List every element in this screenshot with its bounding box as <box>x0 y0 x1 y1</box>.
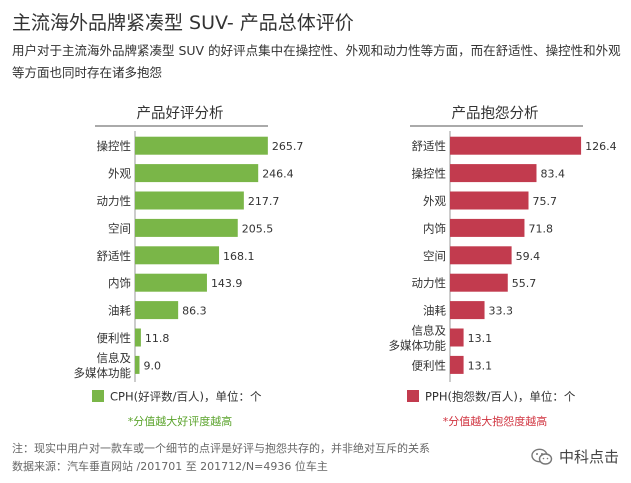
positive-category-label: 油耗 <box>108 304 131 318</box>
complaint-category-label: 信息及多媒体功能 <box>389 324 447 353</box>
complaint-legend-swatch <box>407 390 419 402</box>
complaint-value-label: 71.8 <box>528 222 553 235</box>
complaint-value-label: 33.3 <box>489 305 514 318</box>
complaint-value-label: 13.1 <box>468 359 493 372</box>
positive-category-label: 舒适性 <box>97 249 132 263</box>
complaint-category-label: 操控性 <box>412 167 447 181</box>
complaint-category-label: 便利性 <box>412 358 447 372</box>
positive-bar <box>135 246 220 265</box>
positive-value-label: 11.8 <box>145 332 170 345</box>
complaint-value-label: 83.4 <box>540 168 565 181</box>
positive-legend-label: CPH(好评数/百人)，单位：个 <box>110 390 262 404</box>
positive-bar <box>135 355 140 374</box>
complaint-category-label: 外观 <box>423 194 446 208</box>
positive-bar <box>135 136 268 155</box>
watermark-text: 中科点击 <box>558 448 619 466</box>
positive-category-label: 外观 <box>108 167 131 181</box>
positive-chart-title: 产品好评分析 <box>137 105 224 122</box>
positive-bar <box>135 218 238 237</box>
positive-bar <box>135 164 259 183</box>
complaint-legend-label: PPH(抱怨数/百人)，单位：个 <box>425 390 576 404</box>
complaint-chart-title: 产品抱怨分析 <box>452 105 539 122</box>
complaint-value-label: 13.1 <box>468 332 493 345</box>
complaint-bar <box>450 191 529 210</box>
complaint-bar <box>450 218 525 237</box>
positive-review-chart: 产品好评分析 265.7 操控性 246.4 外观 217.7 动力性 205.5 空间 168.… <box>74 105 304 428</box>
complaint-value-label: 75.7 <box>533 195 558 208</box>
positive-bar <box>135 301 179 320</box>
watermark: 中科点击 <box>531 446 619 467</box>
positive-category-label: 信息及多媒体功能 <box>74 351 132 380</box>
complaint-bar <box>450 136 582 155</box>
complaint-bar <box>450 328 464 347</box>
page-subtitle: 用户对于主流海外品牌紧凑型 SUV 的好评点集中在操控性、外观和动力性等方面，而… <box>12 43 621 80</box>
complaint-category-label: 动力性 <box>412 276 447 290</box>
complaint-bar <box>450 246 512 265</box>
complaint-bar <box>450 301 485 320</box>
complaint-value-label: 59.4 <box>516 250 541 263</box>
positive-category-label: 空间 <box>108 221 131 235</box>
positive-value-label: 205.5 <box>242 222 274 235</box>
complaint-bar <box>450 164 537 183</box>
positive-value-label: 9.0 <box>144 359 162 372</box>
positive-bar <box>135 328 141 347</box>
positive-value-label: 143.9 <box>211 277 243 290</box>
positive-value-label: 86.3 <box>182 305 207 318</box>
complaint-category-label: 空间 <box>423 249 446 263</box>
positive-category-label: 便利性 <box>97 331 132 345</box>
complaint-footnote: *分值越大抱怨度越高 <box>443 414 548 428</box>
positive-bar <box>135 273 207 292</box>
positive-legend-swatch <box>92 390 104 402</box>
positive-value-label: 265.7 <box>272 140 304 153</box>
complaint-category-label: 油耗 <box>423 304 446 318</box>
footnote-text: 注：现实中用户对一款车或一个细节的点评是好评与抱怨共存的，并非绝对互斥的关系 <box>12 442 430 455</box>
complaint-category-label: 内饰 <box>423 221 446 235</box>
complaint-chart: 产品抱怨分析 126.4 舒适性 83.4 操控性 75.7 外观 71.8 内饰 59.4 空间 5… <box>389 105 617 428</box>
complaint-bar <box>450 273 508 292</box>
complaint-bar <box>450 355 464 374</box>
positive-value-label: 246.4 <box>262 168 294 181</box>
positive-category-label: 动力性 <box>97 194 132 208</box>
complaint-value-label: 55.7 <box>512 277 536 290</box>
complaint-value-label: 126.4 <box>585 140 617 153</box>
positive-category-label: 内饰 <box>108 276 131 290</box>
positive-value-label: 168.1 <box>223 250 255 263</box>
page-title: 主流海外品牌紧凑型 SUV- 产品总体评价 <box>12 12 354 34</box>
positive-footnote: *分值越大好评度越高 <box>128 414 233 428</box>
complaint-category-label: 舒适性 <box>412 139 447 153</box>
positive-value-label: 217.7 <box>248 195 280 208</box>
positive-bar <box>135 191 244 210</box>
data-source-text: 数据来源：汽车垂直网站 /201701 至 201712/N=4936 位车主 <box>12 460 328 473</box>
positive-category-label: 操控性 <box>97 139 132 153</box>
wechat-icon <box>531 448 553 465</box>
